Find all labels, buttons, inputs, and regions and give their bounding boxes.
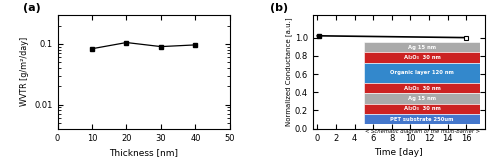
Y-axis label: WVTR [g/m²/day]: WVTR [g/m²/day] bbox=[20, 37, 28, 106]
Y-axis label: Normalized Conductance [a.u.]: Normalized Conductance [a.u.] bbox=[285, 17, 292, 126]
Text: (b): (b) bbox=[270, 3, 287, 13]
X-axis label: Thickness [nm]: Thickness [nm] bbox=[109, 148, 178, 157]
Text: (a): (a) bbox=[23, 3, 41, 13]
X-axis label: Time [day]: Time [day] bbox=[374, 148, 423, 157]
Text: < Schematic diagram of the multi-barrier >: < Schematic diagram of the multi-barrier… bbox=[364, 129, 480, 134]
